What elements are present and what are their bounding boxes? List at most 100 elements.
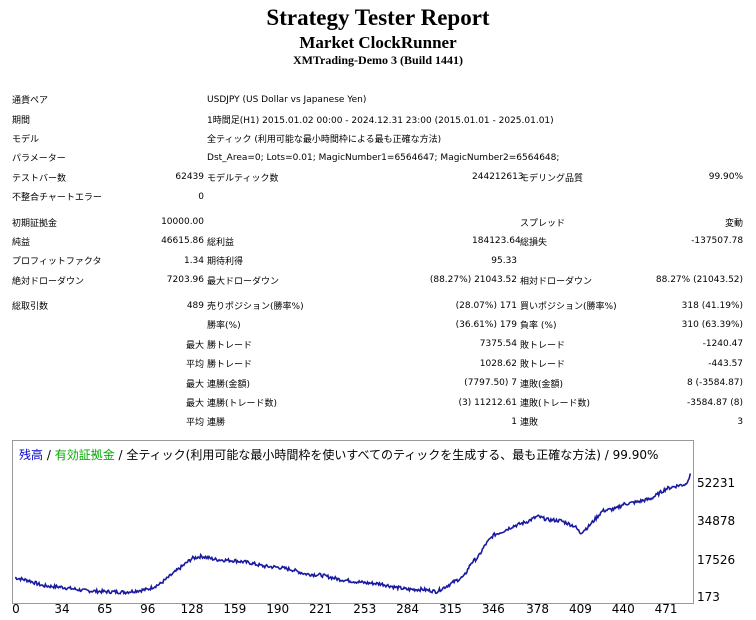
stat-label: プロフィットファクタ (12, 257, 102, 268)
stats-row: 初期証拠金 10000.00 スプレッド 変動 (12, 212, 746, 231)
x-tick-label: 315 (439, 602, 462, 616)
stat-label: 連勝(トレード数) (207, 399, 278, 410)
stat-value: 179 (36.61%) (455, 319, 518, 330)
y-tick-label: 52231 (697, 475, 736, 490)
stat-label: 勝トレード (207, 340, 253, 351)
stat-label: 売りポジション(勝率%) (207, 302, 304, 313)
x-tick-label: 34 (54, 602, 70, 616)
ea-name: Market ClockRunner (299, 33, 457, 52)
stat-label: スプレッド (520, 218, 566, 229)
info-value: 全ティック (利用可能な最小時間枠による最も正確な方法) (207, 134, 442, 145)
stat-value: 11212.61 (3) (458, 397, 518, 408)
stat-label: 不整合チャートエラー (12, 193, 102, 204)
report-title: Strategy Tester Report (266, 5, 490, 30)
info-row: 通貨ペア USDJPY (US Dollar vs Japanese Yen) (12, 90, 746, 109)
stat-label: 総損失 (520, 237, 548, 248)
stats-row: 総取引数 489 売りポジション(勝率%) 171 (28.07%) 買いポジシ… (12, 296, 746, 315)
x-tick-label: 221 (309, 602, 332, 616)
chart-legend: 残高 / 有効証拠金 / 全ティック(利用可能な最小時間枠を使いすべてのティック… (19, 446, 658, 463)
stat-value: 7 (7797.50) (464, 378, 518, 389)
stat-qualifier: 最大 (186, 399, 205, 410)
x-tick-label: 346 (481, 602, 505, 616)
balance-chart: 残高 / 有効証拠金 / 全ティック(利用可能な最小時間枠を使いすべてのティック… (12, 440, 694, 604)
stat-value: 171 (28.07%) (455, 300, 518, 311)
info-label: 期間 (12, 115, 31, 126)
stats-row: 絶対ドローダウン 7203.96 最大ドローダウン 21043.52 (88.2… (12, 271, 746, 290)
stat-label: 連敗(金額) (520, 379, 564, 390)
stat-label: 敗トレード (520, 360, 566, 371)
stat-value: 62439 (175, 172, 205, 183)
x-tick-label: 409 (568, 602, 592, 616)
info-row: モデル 全ティック (利用可能な最小時間枠による最も正確な方法) (12, 129, 746, 148)
stats-row: 勝率(%) 179 (36.61%) 負率 (%) 310 (63.39%) (12, 315, 746, 334)
stat-value: 310 (63.39%) (681, 319, 744, 330)
stats-row: 最大 連勝(金額) 7 (7797.50) 連敗(金額) 8 (-3584.87… (12, 373, 746, 392)
stat-value: 46615.86 (161, 236, 205, 247)
x-tick-label: 96 (140, 602, 156, 616)
stat-qualifier: 最大 (186, 340, 205, 351)
stat-label: モデリング品質 (520, 173, 584, 184)
stat-label: 勝トレード (207, 360, 253, 371)
stats-row: 純益 46615.86 総利益 184123.64 総損失 -137507.78 (12, 232, 746, 251)
x-tick-label: 190 (266, 602, 290, 616)
stat-value: -137507.78 (691, 236, 744, 247)
stat-value: 99.90% (708, 172, 744, 183)
stat-label: 絶対ドローダウン (12, 276, 85, 287)
stat-value: 0 (198, 191, 205, 202)
stat-label: 期待利得 (207, 257, 244, 268)
info-value: 1時間足(H1) 2015.01.02 00:00 - 2024.12.31 2… (207, 115, 554, 126)
info-value: USDJPY (US Dollar vs Japanese Yen) (207, 94, 367, 105)
legend-rest: / 全ティック(利用可能な最小時間枠を使いすべてのティックを生成する、最も正確な… (114, 448, 659, 462)
stats-row: テストバー数 62439 モデルティック数 244212613 モデリング品質 … (12, 168, 746, 187)
stat-label: 初期証拠金 (12, 218, 58, 229)
stats-row: 平均 勝トレード 1028.62 敗トレード -443.57 (12, 354, 746, 373)
stat-label: モデルティック数 (207, 173, 279, 184)
stat-value: -3584.87 (8) (686, 397, 744, 408)
info-label: 通貨ペア (12, 96, 49, 107)
stat-value: 7203.96 (166, 275, 205, 286)
stat-value: 8 (-3584.87) (686, 378, 744, 389)
stat-value: -1240.47 (702, 339, 744, 350)
x-tick-label: 253 (353, 602, 377, 616)
stat-value: 184123.64 (472, 236, 521, 247)
stat-label: 連敗 (520, 418, 539, 429)
stat-value: 1.34 (183, 255, 205, 266)
x-tick-label: 65 (97, 602, 113, 616)
stat-value: 244212613 (472, 172, 524, 183)
stat-value: -443.57 (708, 358, 744, 369)
stat-label: 敗トレード (520, 340, 566, 351)
y-tick-label: 17526 (697, 552, 736, 567)
x-tick-label: 284 (396, 602, 420, 616)
x-tick-label: 159 (223, 602, 247, 616)
stat-label: 連敗(トレード数) (520, 399, 591, 410)
stats-row: 不整合チャートエラー 0 (12, 187, 746, 206)
y-tick-label: 173 (697, 590, 720, 604)
stats-row: プロフィットファクタ 1.34 期待利得 95.33 (12, 251, 746, 270)
stats-row: 平均 連勝 1 連敗 3 (12, 412, 746, 431)
x-tick-label: 128 (180, 602, 204, 616)
stat-qualifier: 最大 (186, 379, 205, 390)
stat-label: 総利益 (207, 237, 235, 248)
stats-row: 最大 連勝(トレード数) 11212.61 (3) 連敗(トレード数) -358… (12, 393, 746, 412)
x-tick-label: 471 (654, 602, 678, 616)
stat-label: 買いポジション(勝率%) (520, 302, 617, 313)
balance-plot (15, 473, 691, 596)
stat-value: 95.33 (491, 255, 518, 266)
stat-label: 相対ドローダウン (520, 276, 593, 287)
stat-value: 10000.00 (161, 217, 205, 228)
stat-label: 純益 (12, 237, 31, 248)
legend-equity: 有効証拠金 (54, 448, 115, 462)
report-table: 通貨ペア USDJPY (US Dollar vs Japanese Yen) … (12, 90, 746, 432)
x-tick-label: 440 (611, 602, 635, 616)
x-tick-label: 378 (526, 602, 549, 616)
y-tick-label: 34878 (697, 514, 736, 529)
stat-qualifier: 平均 (186, 418, 205, 429)
stat-qualifier: 平均 (186, 360, 205, 371)
info-label: パラメーター (12, 154, 66, 165)
stat-value: 1 (511, 416, 518, 427)
server-name: XMTrading-Demo 3 (Build 1441) (292, 53, 464, 67)
stat-value: 3 (737, 416, 744, 427)
stat-value: 489 (186, 300, 205, 311)
stat-label: 勝率(%) (207, 321, 241, 332)
info-value: Dst_Area=0; Lots=0.01; MagicNumber1=6564… (207, 152, 560, 163)
